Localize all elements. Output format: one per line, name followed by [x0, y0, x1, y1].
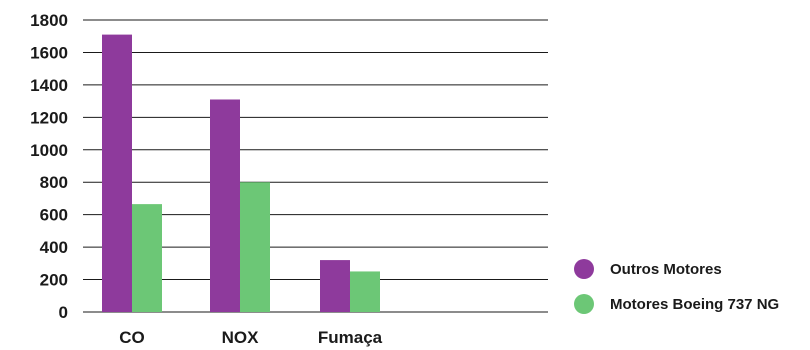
bar-outros-motores-2: [320, 260, 350, 312]
legend: Outros Motores Motores Boeing 737 NG: [574, 259, 779, 314]
bar-outros-motores-1: [210, 99, 240, 312]
legend-swatch: [574, 259, 594, 279]
bars: [102, 34, 380, 312]
y-tick-label: 800: [40, 173, 68, 192]
bar-boeing-737-ng-2: [350, 271, 380, 312]
x-category-label: CO: [119, 328, 145, 347]
bar-boeing-737-ng-1: [240, 182, 270, 312]
y-tick-label: 1200: [30, 108, 68, 127]
x-category-label: Fumaça: [318, 328, 383, 347]
y-axis-tick-labels: 0 200 400 600 800 1000 1200 1400 1600 1800: [30, 11, 68, 322]
y-tick-label: 1800: [30, 11, 68, 30]
x-axis-category-labels: CO NOX Fumaça: [119, 328, 382, 347]
legend-label: Motores Boeing 737 NG: [610, 296, 779, 313]
y-tick-label: 600: [40, 206, 68, 225]
y-tick-label: 1400: [30, 76, 68, 95]
y-tick-label: 400: [40, 238, 68, 257]
y-tick-label: 1000: [30, 141, 68, 160]
y-tick-label: 0: [59, 303, 68, 322]
bar-boeing-737-ng-0: [132, 204, 162, 312]
bar-outros-motores-0: [102, 34, 132, 312]
legend-label: Outros Motores: [610, 261, 722, 278]
y-tick-label: 200: [40, 271, 68, 290]
y-tick-label: 1600: [30, 43, 68, 62]
legend-swatch: [574, 294, 594, 314]
x-category-label: NOX: [222, 328, 260, 347]
